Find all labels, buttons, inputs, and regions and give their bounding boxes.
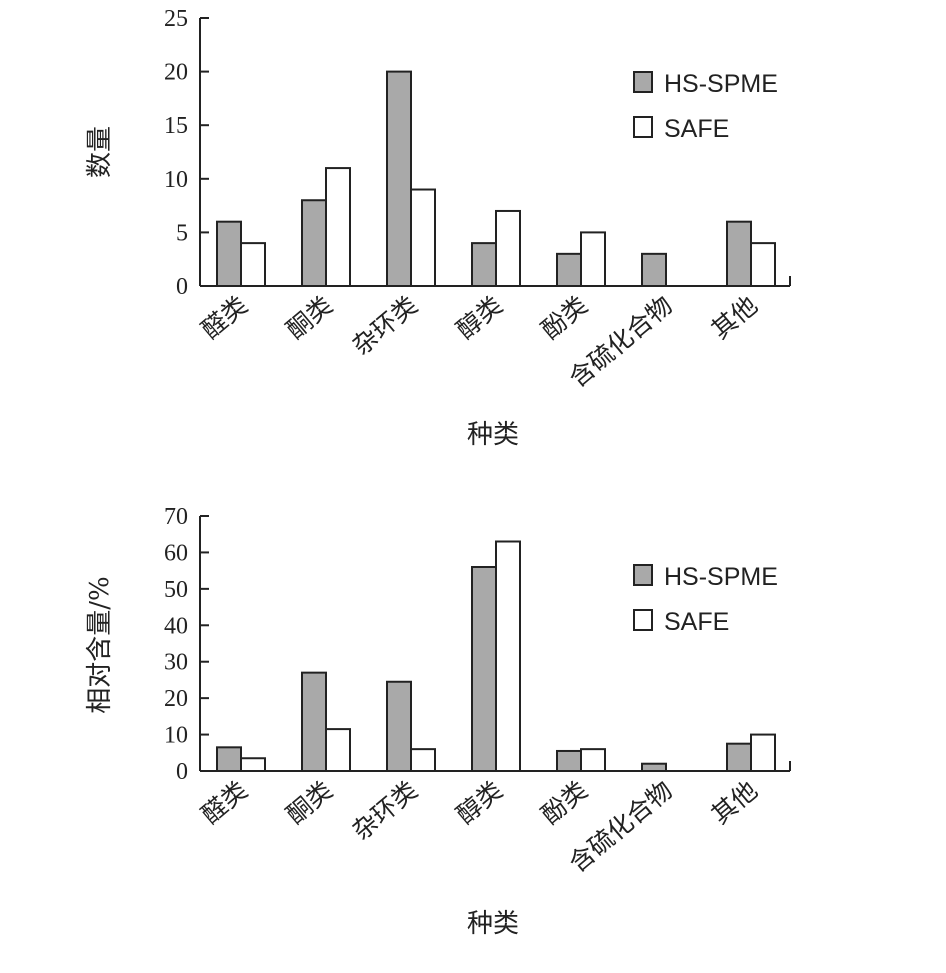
legend-label: SAFE [664,115,729,143]
bar-safe [750,733,776,772]
category-label: 醇类 [451,290,508,344]
bar-hs-spme [301,199,327,288]
y-tick-label: 10 [164,167,188,193]
bar-hs-spme [386,680,412,772]
bar-safe [495,540,521,772]
category-label: 其他 [706,775,763,829]
bar-hs-spme [641,762,667,773]
bar-hs-spme [556,749,582,773]
y-tick-label: 30 [164,650,188,676]
bar-hs-spme [726,742,752,773]
category-label: 杂环类 [347,775,423,845]
legend-label: SAFE [664,608,729,636]
category-label: 酚类 [536,290,593,344]
legend-swatch [633,71,653,93]
y-tick-label: 40 [164,613,188,639]
x-axis-title: 种类 [467,909,519,939]
bar-safe [410,748,436,773]
bar-safe [325,728,351,772]
bar-hs-spme [216,220,242,287]
bar-safe [240,242,266,287]
legend-swatch [633,564,653,586]
bar-safe [580,748,606,773]
legend-label: HS-SPME [664,70,778,98]
bar-hs-spme [471,242,497,287]
bar-safe [325,167,351,287]
y-axis-title: 数量 [85,126,115,178]
bar-safe [750,242,776,287]
y-tick-label: 15 [164,113,188,139]
y-tick-label: 20 [164,60,188,86]
bar-safe [495,209,521,288]
y-tick-label: 25 [164,6,188,32]
y-tick-label: 50 [164,577,188,603]
x-axis-title: 种类 [467,420,519,450]
bar-safe [410,188,436,288]
legend-swatch [633,116,653,138]
y-tick-label: 0 [176,274,188,300]
legend-swatch [633,609,653,631]
bar-hs-spme [556,252,582,287]
bar-safe [580,231,606,287]
category-label: 醛类 [196,290,253,344]
category-label: 酚类 [536,775,593,829]
y-tick-label: 60 [164,540,188,566]
y-axis-title: 相对含量/% [85,576,115,713]
legend-label: HS-SPME [664,563,778,591]
y-tick-label: 20 [164,686,188,712]
category-label: 醇类 [451,775,508,829]
y-tick-label: 10 [164,723,188,749]
y-tick-label: 70 [164,504,188,530]
category-label: 其他 [706,290,763,344]
y-tick-label: 0 [176,759,188,785]
category-label: 酮类 [281,290,338,344]
bar-hs-spme [386,70,412,287]
bar-hs-spme [641,252,667,287]
category-label: 醛类 [196,775,253,829]
bar-hs-spme [471,566,497,772]
y-tick-label: 5 [176,220,188,246]
category-label: 杂环类 [347,290,423,360]
bar-hs-spme [726,220,752,287]
bar-safe [240,757,266,772]
category-label: 酮类 [281,775,338,829]
bar-hs-spme [216,746,242,772]
bar-hs-spme [301,671,327,773]
